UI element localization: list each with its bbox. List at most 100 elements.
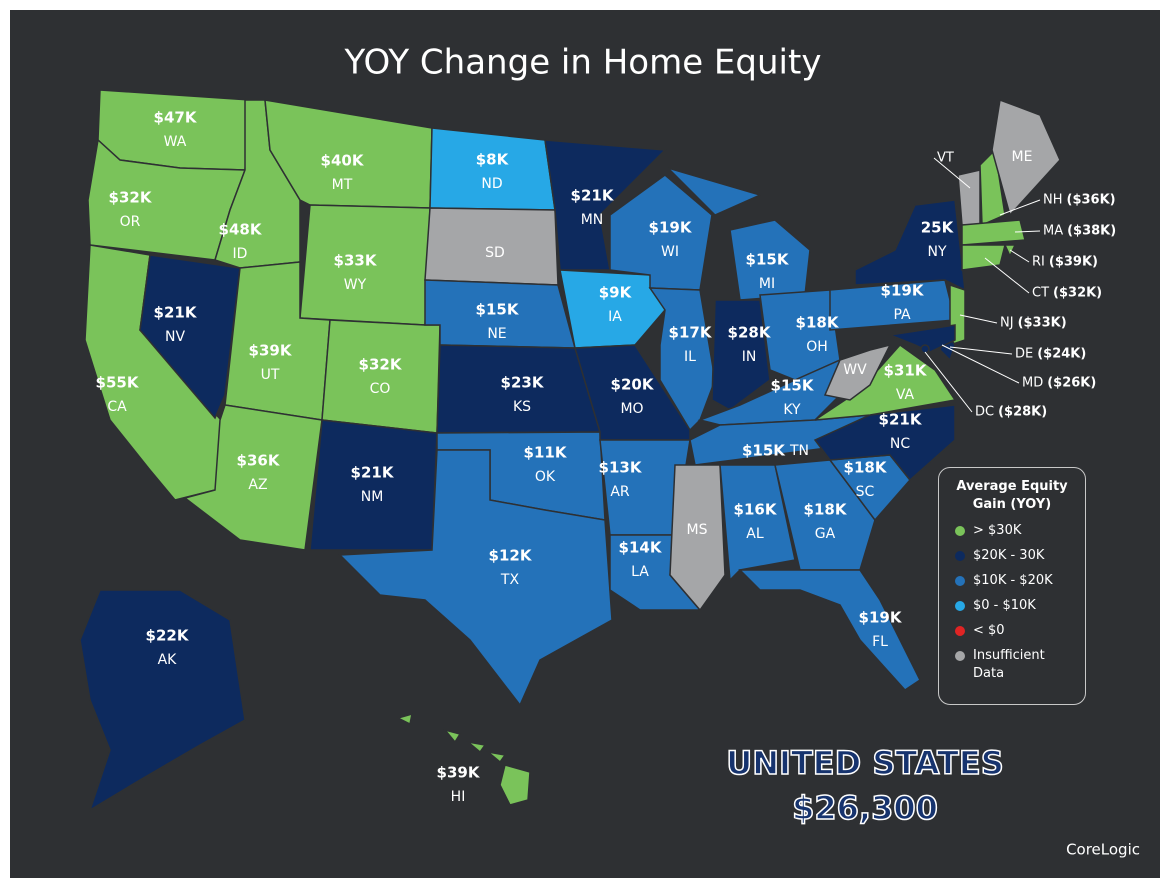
legend-swatch [955, 526, 965, 536]
state-value: $18K [804, 501, 848, 519]
legend: Average Equity Gain (YOY) > $30K $20K - 3… [938, 467, 1086, 705]
state-label: MN [581, 212, 604, 228]
state-value: $19K [859, 609, 903, 627]
state-value: $21K [571, 187, 615, 205]
state [991, 98, 1061, 217]
legend-label: $10K - $20K [973, 573, 1053, 588]
state-label: AZ [248, 477, 267, 493]
state-value: ($32K) [1053, 286, 1102, 301]
state-label: DE [1015, 347, 1033, 362]
leader-line [941, 344, 1020, 384]
state-value: $19K [649, 219, 693, 237]
state-label: OK [535, 469, 556, 485]
state [957, 169, 981, 226]
state-value: $18K [796, 314, 840, 332]
leader-line [959, 314, 998, 324]
state [429, 127, 556, 211]
state-value: $23K [501, 374, 545, 392]
state-value: $15K [746, 251, 790, 269]
state-value: $18K [844, 459, 888, 477]
state-label: KY [783, 402, 801, 418]
total-label: UNITED STATES [726, 744, 1003, 782]
state-value: ($28K) [998, 405, 1047, 420]
state-value: $21K [154, 304, 198, 322]
leader-line [1009, 249, 1030, 263]
legend-title: Average Equity Gain (YOY) [956, 479, 1068, 512]
state-label: DC [975, 405, 994, 420]
state-label: OR [120, 214, 141, 230]
state-label: FL [872, 634, 888, 650]
state-value: ($24K) [1037, 347, 1086, 362]
state-value: $9K [599, 284, 633, 302]
state-label: NE [487, 326, 506, 342]
state-label: SD [485, 245, 505, 261]
state [719, 464, 796, 582]
state [139, 254, 241, 420]
state-value: $21K [879, 411, 923, 429]
state-label: HI [451, 789, 466, 805]
legend-swatch [955, 626, 965, 636]
legend-swatch [955, 551, 965, 561]
state-value: $33K [334, 252, 378, 270]
state [961, 244, 1006, 271]
state-label: MO [620, 401, 643, 417]
state [183, 404, 323, 551]
state-label: MD [1022, 376, 1043, 391]
state-label: WV [843, 362, 867, 378]
state-label: WA [164, 134, 187, 150]
leader-line [1014, 230, 1041, 233]
state-value: $39K [437, 764, 481, 782]
state-label: AL [746, 526, 764, 542]
state-value: $15K [476, 301, 520, 319]
state-value: $22K [146, 627, 190, 645]
state-label: LA [631, 564, 649, 580]
state-label: IN [742, 349, 757, 365]
state-value: $39K [249, 342, 293, 360]
state-value: $16K [734, 501, 778, 519]
legend-label: $20K - 30K [973, 548, 1045, 563]
state-label: NV [165, 329, 185, 345]
state [920, 344, 930, 354]
state [79, 589, 246, 812]
state-label: IA [608, 309, 622, 325]
state-value: $14K [619, 539, 663, 557]
state-value: $19K [881, 282, 925, 300]
state-value: $32K [109, 189, 153, 207]
state-label: RI [1032, 255, 1045, 270]
state-label: NC [890, 436, 910, 452]
state-value: $36K [237, 452, 281, 470]
legend-item: > $30K [955, 522, 1075, 540]
state-label: WI [661, 244, 679, 260]
state-value: $28K [728, 324, 772, 342]
title: YOY Change in Home Equity [344, 43, 822, 83]
state-label: OH [806, 339, 828, 355]
state-label: MI [759, 276, 775, 292]
state [854, 199, 966, 292]
state [648, 287, 716, 432]
state-value: ($36K) [1067, 193, 1116, 208]
state [395, 712, 531, 806]
state-value: $11K [524, 444, 568, 462]
state-value: $15K [771, 377, 815, 395]
state-value: $21K [351, 464, 395, 482]
state-label: MT [332, 177, 353, 193]
legend-swatch [955, 576, 965, 586]
state [321, 319, 441, 434]
state-label: ME [1012, 149, 1033, 165]
state-label: NY [927, 244, 946, 260]
state-label: UT [261, 367, 280, 383]
state [338, 449, 613, 707]
state-label: NM [361, 489, 384, 505]
state-label: SC [856, 484, 875, 500]
state-value: ($33K) [1018, 316, 1067, 331]
leader-line [999, 199, 1041, 216]
state-value: ($39K) [1049, 255, 1098, 270]
state-label: TX [500, 572, 520, 588]
legend-label: Insufficient Data [973, 648, 1045, 681]
state-label: MS [687, 522, 708, 538]
state-value: $13K [599, 459, 643, 477]
state-label: TN [789, 443, 809, 459]
legend-item: < $0 [955, 622, 1075, 640]
legend-swatch [955, 601, 965, 611]
